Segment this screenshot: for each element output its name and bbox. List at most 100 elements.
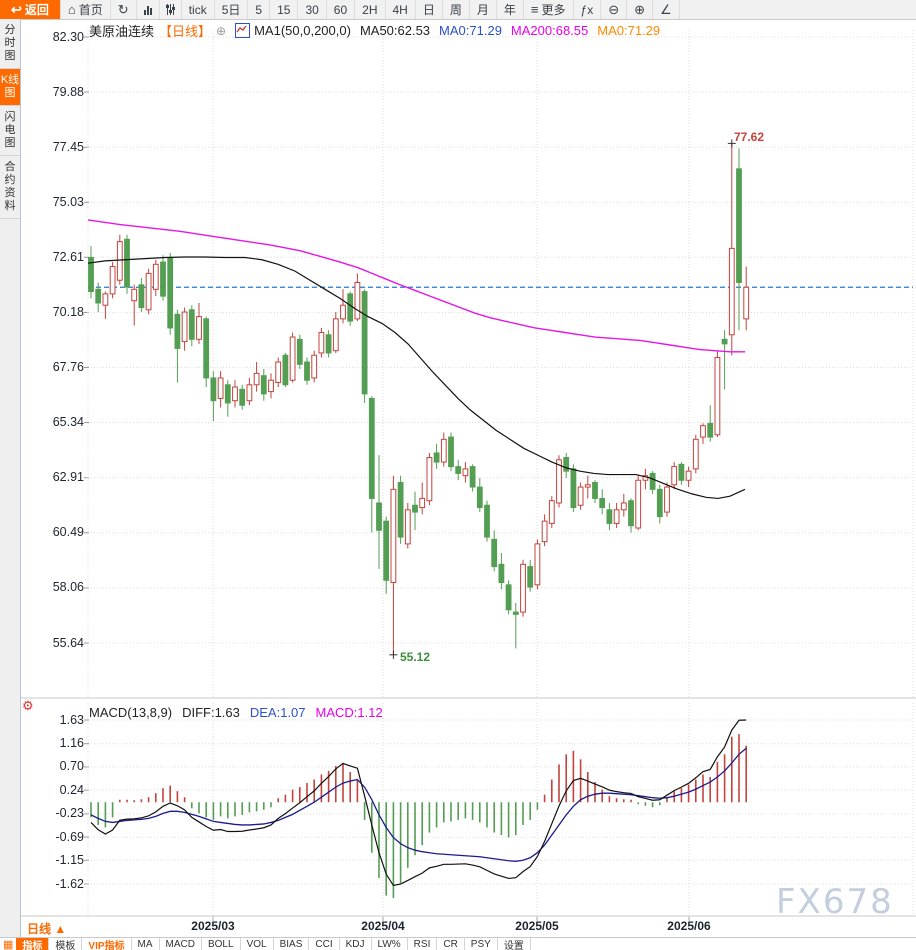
menu-icon: ≡ bbox=[530, 2, 539, 17]
macd-settings-label: MACD(13,8,9) bbox=[89, 705, 173, 720]
bb-kdj[interactable]: KDJ bbox=[340, 938, 372, 950]
timeframe-tick[interactable]: tick bbox=[182, 0, 215, 19]
timeframe-tick-label: tick bbox=[188, 2, 207, 17]
price-axis-label: 58.06 bbox=[52, 580, 84, 595]
bb-template[interactable]: 模板 bbox=[49, 938, 83, 950]
timeframe-year[interactable]: 年 bbox=[497, 0, 524, 19]
bb-rsi[interactable]: RSI bbox=[408, 938, 438, 950]
bottom-toolbar: ▦ 指标 模板 VIP指标 MA MACD BOLL VOL BIAS CCI KDJ LW% RSI C… bbox=[0, 937, 916, 950]
price-axis-label: 60.49 bbox=[52, 525, 84, 540]
macd-header: MACD(13,8,9) DIFF:1.63 DEA:1.07 MACD:1.1… bbox=[89, 705, 383, 720]
home-button-label: 首页 bbox=[78, 3, 103, 17]
left-sidebar: 分时图 K线图 闪电图 合约资料 bbox=[0, 19, 21, 950]
kline-icon bbox=[235, 23, 251, 38]
low-price-annotation: 55.12 bbox=[400, 650, 431, 664]
instrument-name: 美原油连续 bbox=[89, 24, 155, 39]
sidebar-tab-flash-chart[interactable]: 闪电图 bbox=[0, 106, 20, 156]
bb-vip-indicator[interactable]: VIP指标 bbox=[82, 938, 132, 950]
draw-button[interactable]: ∠ bbox=[653, 0, 680, 19]
price-axis-label: 67.76 bbox=[52, 360, 84, 374]
refresh-button[interactable]: ↻ bbox=[111, 0, 137, 19]
timeframe-4h-label: 4H bbox=[392, 2, 408, 17]
fx-button[interactable]: ƒx bbox=[574, 0, 602, 19]
bb-indicator[interactable]: 指标 bbox=[16, 938, 50, 950]
home-button[interactable]: ⌂ 首页 bbox=[61, 0, 111, 19]
timeframe-day[interactable]: 日 bbox=[416, 0, 443, 19]
candlesticks bbox=[88, 139, 750, 659]
timeframe-30-label: 30 bbox=[305, 2, 319, 17]
macd-axis-label: 1.16 bbox=[59, 736, 84, 751]
price-axis-label: 55.64 bbox=[52, 635, 84, 650]
price-chart-header: 美原油连续 【日线】 ⊕ MA1(50,0,200,0) MA50:62.53 … bbox=[89, 21, 660, 40]
back-button-label: 返回 bbox=[24, 3, 49, 17]
price-axis-label: 62.91 bbox=[52, 470, 84, 485]
timeframe-year-label: 年 bbox=[503, 3, 516, 17]
sliders-icon bbox=[165, 4, 175, 15]
bb-bias[interactable]: BIAS bbox=[274, 938, 310, 950]
zoom-out-icon: ⊖ bbox=[608, 2, 620, 17]
watermark: FX678 bbox=[776, 882, 894, 922]
back-icon: ↩ bbox=[11, 2, 22, 17]
timeframe-30[interactable]: 30 bbox=[298, 0, 327, 19]
refresh-icon: ↻ bbox=[117, 2, 129, 17]
indicator-button[interactable] bbox=[160, 0, 182, 19]
indicator-settings-icon[interactable]: ⚙ bbox=[22, 698, 34, 713]
grid-icon[interactable]: ▦ bbox=[3, 939, 14, 950]
timeframe-5-label: 5 bbox=[255, 2, 263, 17]
dea-line bbox=[90, 747, 747, 862]
zoom-out-button[interactable]: ⊖ bbox=[601, 0, 628, 19]
sidebar-tab-contract-info[interactable]: 合约资料 bbox=[0, 156, 20, 219]
period-tag: 【日线】 bbox=[159, 24, 212, 39]
back-button[interactable]: ↩ 返回 bbox=[0, 0, 61, 19]
timeframe-5d[interactable]: 5日 bbox=[215, 0, 249, 19]
add-contract-icon[interactable]: ⊕ bbox=[216, 23, 227, 38]
more-button[interactable]: ≡ 更多 bbox=[524, 0, 574, 19]
bb-lwr[interactable]: LW% bbox=[372, 938, 408, 950]
more-button-label: 更多 bbox=[541, 3, 566, 17]
timeframe-15-label: 15 bbox=[277, 2, 291, 17]
bb-ma[interactable]: MA bbox=[132, 938, 160, 950]
zoom-in-button[interactable]: ⊕ bbox=[627, 0, 654, 19]
high-price-annotation: 77.62 bbox=[734, 130, 765, 144]
timeframe-60-label: 60 bbox=[333, 2, 348, 17]
bb-cci[interactable]: CCI bbox=[309, 938, 340, 950]
bb-macd[interactable]: MACD bbox=[160, 938, 202, 950]
dea-value: DEA:1.07 bbox=[249, 705, 306, 720]
sidebar-tab-kline-chart[interactable]: K线图 bbox=[0, 69, 20, 106]
timeframe-5d-label: 5日 bbox=[221, 3, 241, 17]
timeframe-week[interactable]: 周 bbox=[443, 0, 470, 19]
ma50-line bbox=[87, 256, 746, 500]
draw-line-icon: ∠ bbox=[660, 2, 672, 17]
timeframe-60[interactable]: 60 bbox=[327, 0, 356, 19]
bb-boll[interactable]: BOLL bbox=[202, 938, 241, 950]
price-axis-label: 70.18 bbox=[52, 304, 84, 319]
gridlines bbox=[21, 30, 916, 921]
bb-psy[interactable]: PSY bbox=[465, 938, 498, 950]
bb-vol[interactable]: VOL bbox=[241, 938, 274, 950]
x-axis-month-label: 2025/04 bbox=[361, 919, 405, 933]
diff-line bbox=[90, 719, 747, 887]
timeframe-5[interactable]: 5 bbox=[248, 0, 271, 19]
timeframe-4h[interactable]: 4H bbox=[386, 0, 416, 19]
price-axis-label: 77.45 bbox=[52, 139, 84, 154]
timeframe-2h[interactable]: 2H bbox=[355, 0, 386, 19]
macd-axis-label: 0.70 bbox=[59, 759, 84, 774]
period-selector[interactable]: 日线 ▲ bbox=[27, 922, 67, 936]
timeframe-2h-label: 2H bbox=[362, 2, 378, 17]
bb-cr[interactable]: CR bbox=[437, 938, 465, 950]
bar-chart-icon bbox=[143, 5, 152, 15]
timeframe-15[interactable]: 15 bbox=[270, 0, 299, 19]
macd-axis-label: -1.62 bbox=[55, 876, 85, 891]
ma200-line bbox=[87, 219, 745, 353]
timeframe-month[interactable]: 月 bbox=[470, 0, 497, 19]
ma50-value: MA50:62.53 bbox=[359, 23, 431, 38]
macd-value: MACD:1.12 bbox=[315, 705, 383, 720]
chart-type-button[interactable] bbox=[137, 0, 160, 19]
x-axis-month-label: 2025/03 bbox=[191, 919, 235, 933]
ma200-value: MA200:68.55 bbox=[510, 23, 589, 38]
bb-settings[interactable]: 设置 bbox=[498, 938, 531, 950]
timeframe-month-label: 月 bbox=[476, 3, 489, 17]
sidebar-tab-time-chart[interactable]: 分时图 bbox=[0, 19, 20, 69]
